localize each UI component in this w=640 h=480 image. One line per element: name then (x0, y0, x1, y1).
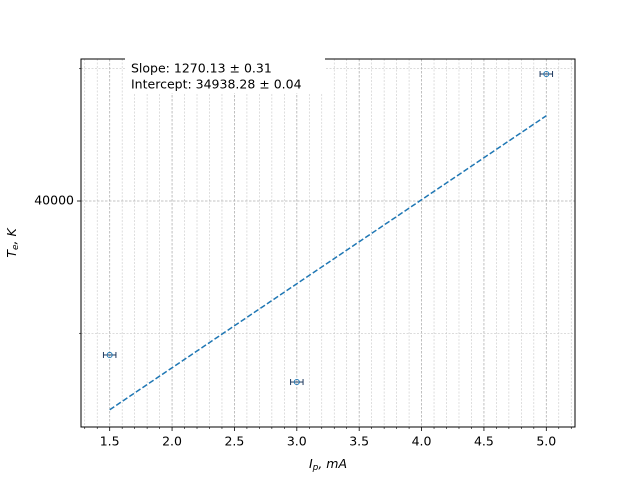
x-tick-label: 4.0 (412, 434, 432, 449)
x-tick-label: 5.0 (536, 434, 556, 449)
x-tick-label: 2.0 (162, 434, 182, 449)
annotation-box (125, 57, 325, 93)
y-axis-label: Te, K (4, 227, 21, 258)
annotation-line: Slope: 1270.13 ± 0.31 (131, 61, 272, 76)
y-tick-label: 40000 (34, 193, 74, 208)
axes-frame (80, 58, 576, 428)
x-tick-label: 3.5 (349, 434, 369, 449)
annotation-line: Intercept: 34938.28 ± 0.04 (131, 77, 302, 92)
x-tick-label: 3.0 (287, 434, 307, 449)
x-label-rest: , mA (318, 456, 347, 471)
x-tick-label: 1.5 (100, 434, 120, 449)
y-label-rest: , K (4, 227, 19, 245)
x-label-main: I (309, 456, 313, 471)
plot-area (102, 70, 554, 411)
grid (81, 59, 575, 427)
x-tick-label: 2.5 (224, 434, 244, 449)
x-axis-label: Ip, mA (309, 456, 347, 473)
y-label-sub: e (11, 244, 21, 250)
x-tick-label: 4.5 (474, 434, 494, 449)
fit-line (109, 115, 547, 411)
data-point (293, 378, 300, 386)
y-label-main: T (4, 249, 19, 258)
data-point (106, 351, 113, 359)
x-label-sub: p (312, 463, 319, 473)
data-point (543, 70, 550, 78)
